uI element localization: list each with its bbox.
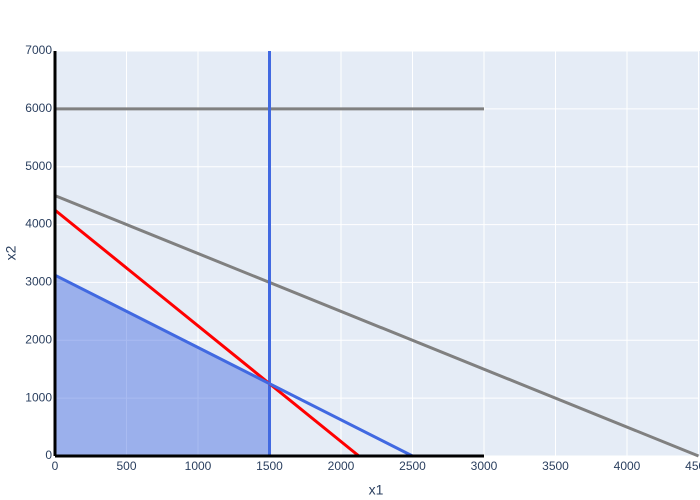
- x-tick-label: 3500: [542, 459, 569, 473]
- y-tick-label: 5000: [25, 159, 52, 173]
- x-tick-label: 4000: [614, 459, 641, 473]
- x-tick-label: 2000: [328, 459, 355, 473]
- y-tick-label: 4000: [25, 217, 52, 231]
- x-tick-label: 4500: [685, 459, 700, 473]
- x-axis-title: x1: [369, 482, 384, 498]
- y-tick-label: 2000: [25, 332, 52, 346]
- y-tick-label: 3000: [25, 275, 52, 289]
- x-tick-label: 3000: [471, 459, 498, 473]
- y-tick-label: 7000: [25, 43, 52, 57]
- plot-background: [55, 51, 700, 456]
- y-tick-label: 6000: [25, 101, 52, 115]
- x-tick-label: 1000: [185, 459, 212, 473]
- x-tick-label: 500: [116, 459, 136, 473]
- constraint-line: [54, 194, 700, 458]
- y-axis-title: x2: [3, 245, 19, 260]
- y-tick-label: 0: [45, 448, 52, 462]
- feasible-area: [55, 275, 270, 456]
- constraint-line: [54, 273, 414, 458]
- constraint-line: [54, 208, 360, 458]
- x-tick-label: 0: [52, 459, 59, 473]
- x-tick-label: 2500: [399, 459, 426, 473]
- x-tick-label: 1500: [256, 459, 283, 473]
- y-tick-label: 1000: [25, 390, 52, 404]
